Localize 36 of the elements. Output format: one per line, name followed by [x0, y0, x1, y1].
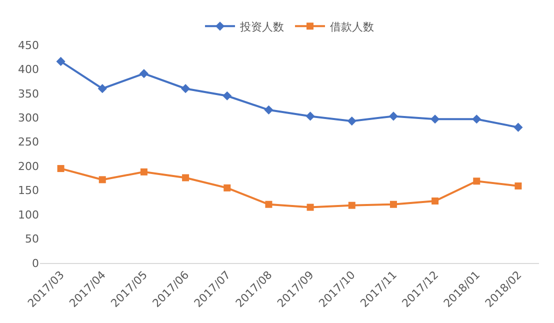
point — [264, 105, 274, 114]
point — [98, 176, 106, 184]
y-tick-label: 450 — [18, 38, 39, 52]
legend-label: 借款人数 — [330, 20, 374, 34]
point — [140, 168, 148, 176]
y-tick-label: 400 — [18, 63, 39, 76]
point — [56, 56, 66, 66]
point — [430, 114, 440, 124]
point — [98, 84, 107, 94]
point — [347, 116, 356, 126]
point — [57, 165, 64, 172]
y-tick-label: 250 — [18, 136, 39, 149]
point — [388, 112, 398, 121]
legend-label: 投资人数 — [239, 20, 284, 34]
point — [180, 84, 190, 94]
y-tick-label: 150 — [18, 184, 39, 198]
point — [514, 182, 522, 190]
point — [432, 197, 439, 204]
y-tick-label: 0 — [32, 256, 39, 270]
point — [390, 200, 397, 208]
point — [348, 202, 356, 209]
y-tick-label: 50 — [25, 232, 39, 246]
point — [224, 184, 231, 192]
y-tick-label: 200 — [18, 160, 39, 173]
point — [182, 174, 190, 182]
point — [472, 114, 482, 124]
point — [473, 178, 480, 185]
y-tick-label: 100 — [18, 208, 39, 222]
point — [265, 200, 272, 208]
point — [306, 204, 314, 211]
y-tick-label: 350 — [18, 87, 39, 100]
point — [139, 69, 149, 78]
point — [222, 91, 232, 100]
point — [306, 112, 315, 121]
y-tick-label: 300 — [18, 112, 39, 125]
point — [514, 122, 523, 132]
